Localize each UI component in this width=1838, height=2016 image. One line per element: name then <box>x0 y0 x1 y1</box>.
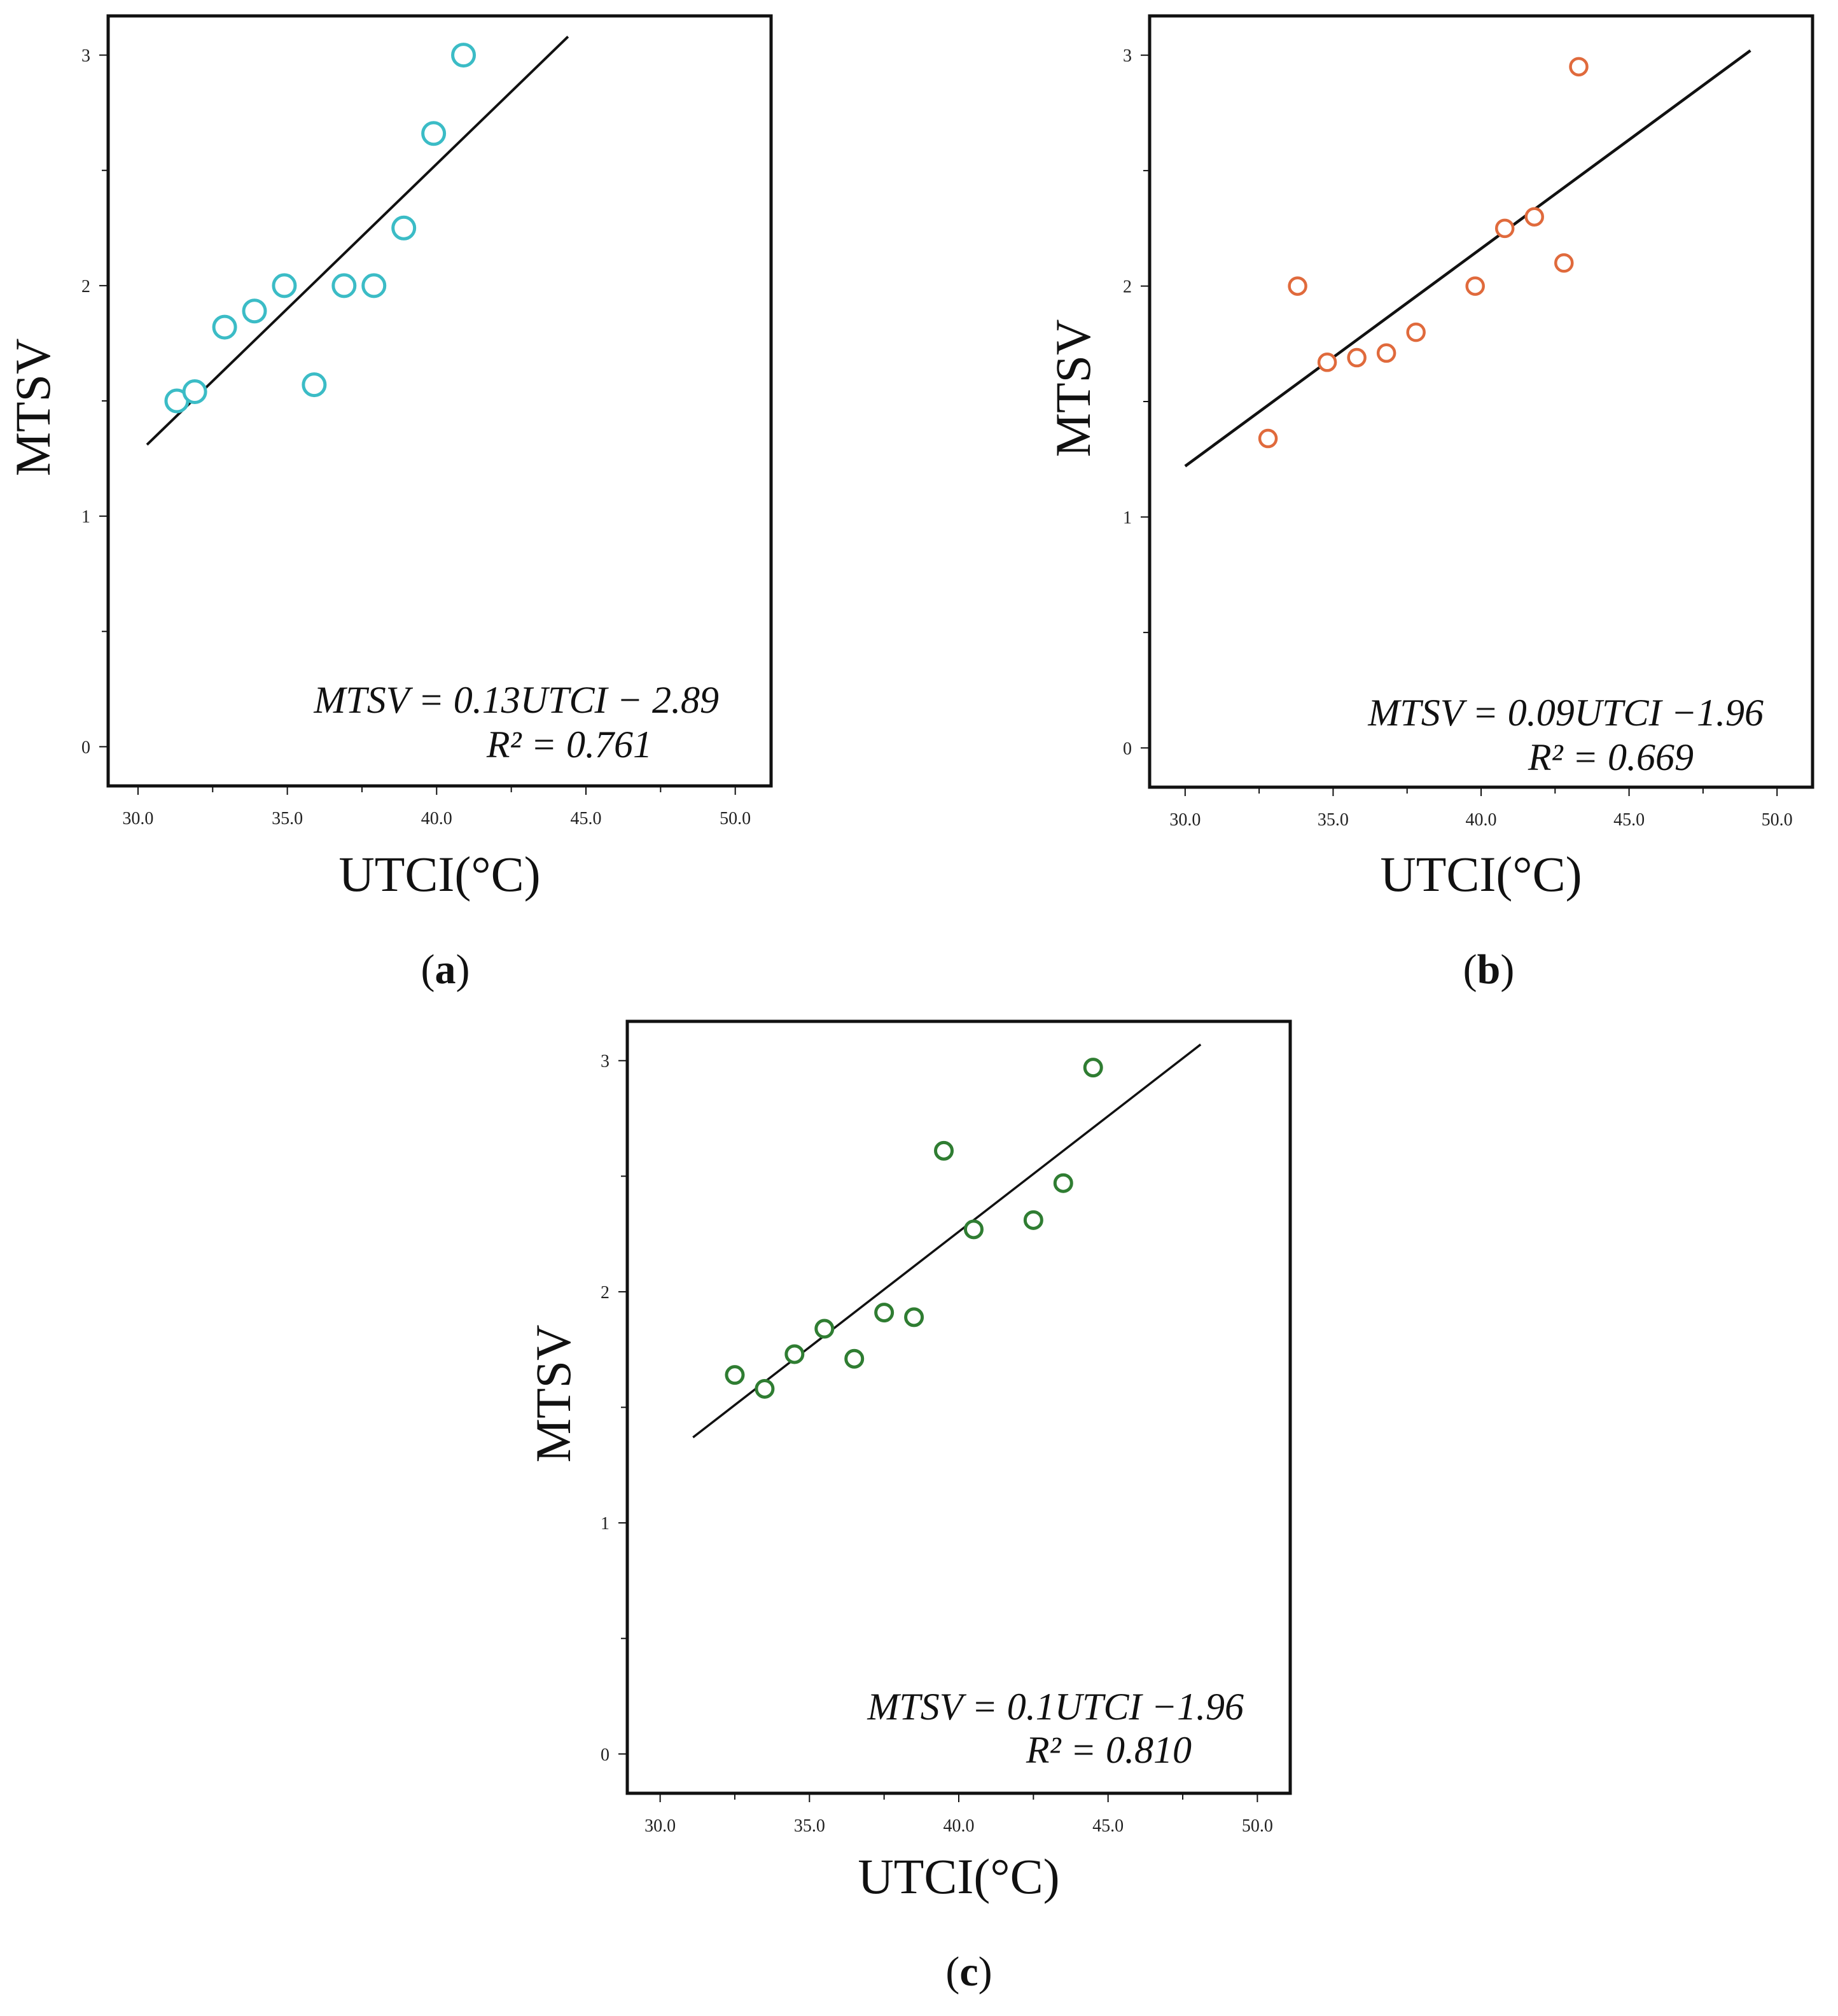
data-point <box>1465 276 1485 296</box>
data-point <box>1317 353 1337 372</box>
y-tick-label: 3 <box>601 1052 609 1072</box>
panel-label-open: ( <box>1463 946 1477 993</box>
panel-label-close: ) <box>978 1949 992 1995</box>
data-point <box>1554 253 1574 273</box>
panel-label-close: ) <box>456 946 470 993</box>
data-point <box>1569 57 1589 77</box>
panel-label-letter: c <box>959 1949 978 1995</box>
x-tick-label: 35.0 <box>272 809 303 829</box>
x-tick-label: 50.0 <box>720 809 751 829</box>
data-point <box>1406 322 1426 342</box>
y-tick-label: 2 <box>1123 277 1132 297</box>
data-point <box>331 273 357 298</box>
y-axis-label: MTSV <box>526 1325 581 1463</box>
y-tick-label: 0 <box>81 738 90 757</box>
plot-frame <box>1148 14 1814 789</box>
data-point <box>1288 276 1307 296</box>
chart-panel-b: 0 1 2 3 30.0 35.0 40.0 45.0 50.0 UTCI(°C) MTSV MTSV… <box>1045 14 1814 993</box>
data-point <box>1083 1058 1103 1078</box>
x-tick-label: 40.0 <box>943 1816 975 1836</box>
data-point <box>451 43 477 68</box>
y-tick-label: 3 <box>1123 46 1132 66</box>
y-tick-label: 2 <box>81 277 90 297</box>
y-tick-label: 0 <box>1123 739 1132 759</box>
r-squared: R² = 0.810 <box>1026 1729 1192 1771</box>
x-tick-label: 45.0 <box>570 809 601 829</box>
regression-equation: MTSV = 0.1UTCI −1.96 <box>867 1686 1244 1728</box>
x-tick-label: 50.0 <box>1762 810 1793 830</box>
data-point <box>844 1348 865 1369</box>
data-point <box>725 1365 745 1385</box>
data-point <box>755 1378 775 1399</box>
plot-frame <box>625 1019 1292 1795</box>
panel-label: (b) <box>1463 946 1515 993</box>
chart-panel-c: 0 1 2 3 30.0 35.0 40.0 45.0 50.0 UTCI(°C) MTSV MTSV… <box>526 1019 1292 1995</box>
data-point <box>272 273 297 298</box>
data-point <box>1494 218 1515 239</box>
data-point <box>934 1140 954 1161</box>
x-tick-label: 40.0 <box>1466 810 1497 830</box>
regression-equation: MTSV = 0.09UTCI −1.96 <box>1367 692 1764 734</box>
data-point <box>182 379 207 405</box>
panel-label-letter: a <box>435 946 456 993</box>
data-point <box>784 1344 805 1364</box>
x-axis-label: UTCI(°C) <box>1380 846 1582 902</box>
data-point <box>1524 207 1544 227</box>
data-point <box>904 1307 924 1327</box>
y-axis-label: MTSV <box>5 339 60 477</box>
x-axis-label: UTCI(°C) <box>858 1849 1059 1904</box>
data-point <box>874 1303 895 1323</box>
y-tick-label: 1 <box>81 507 90 527</box>
r-squared: R² = 0.761 <box>486 724 652 766</box>
data-point <box>963 1219 984 1240</box>
panel-label-open: ( <box>945 1949 959 1995</box>
data-point <box>361 273 387 298</box>
data-point <box>1376 343 1396 363</box>
data-point <box>1347 347 1367 368</box>
y-tick-label: 3 <box>81 46 90 66</box>
x-tick-label: 50.0 <box>1242 1816 1273 1836</box>
panel-label: (c) <box>945 1949 992 1995</box>
y-tick-label: 1 <box>1123 508 1132 528</box>
data-point <box>421 121 447 146</box>
regression-equation: MTSV = 0.13UTCI − 2.89 <box>313 679 719 721</box>
regression-line <box>146 36 569 446</box>
data-point <box>1023 1210 1043 1230</box>
y-tick-label: 2 <box>601 1283 609 1303</box>
x-tick-label: 35.0 <box>794 1816 825 1836</box>
y-tick-label: 0 <box>601 1745 609 1765</box>
x-tick-label: 40.0 <box>421 809 452 829</box>
data-point <box>212 314 237 340</box>
data-point <box>242 298 267 324</box>
regression-line <box>692 1043 1202 1439</box>
data-point <box>302 372 327 398</box>
chart-panel-a: 0 1 2 3 30.0 35.0 40.0 45.0 50.0 UTCI(°C) MTSV MTSV… <box>5 14 773 993</box>
y-tick-label: 1 <box>601 1514 609 1534</box>
x-tick-label: 30.0 <box>1169 810 1201 830</box>
x-tick-label: 45.0 <box>1613 810 1645 830</box>
x-tick-label: 30.0 <box>644 1816 676 1836</box>
x-tick-label: 30.0 <box>122 809 153 829</box>
data-point <box>391 215 417 241</box>
x-tick-label: 35.0 <box>1318 810 1349 830</box>
data-point <box>1258 428 1278 449</box>
panel-label-close: ) <box>1500 946 1514 993</box>
panel-label-open: ( <box>421 946 435 993</box>
x-axis-label: UTCI(°C) <box>338 846 540 902</box>
regression-line <box>1184 49 1751 468</box>
panel-label: (a) <box>421 946 470 993</box>
y-axis-label: MTSV <box>1045 319 1101 458</box>
panel-label-letter: b <box>1477 946 1501 993</box>
r-squared: R² = 0.669 <box>1528 736 1694 778</box>
x-tick-label: 45.0 <box>1092 1816 1124 1836</box>
data-point <box>1053 1173 1073 1193</box>
data-point <box>814 1319 835 1339</box>
